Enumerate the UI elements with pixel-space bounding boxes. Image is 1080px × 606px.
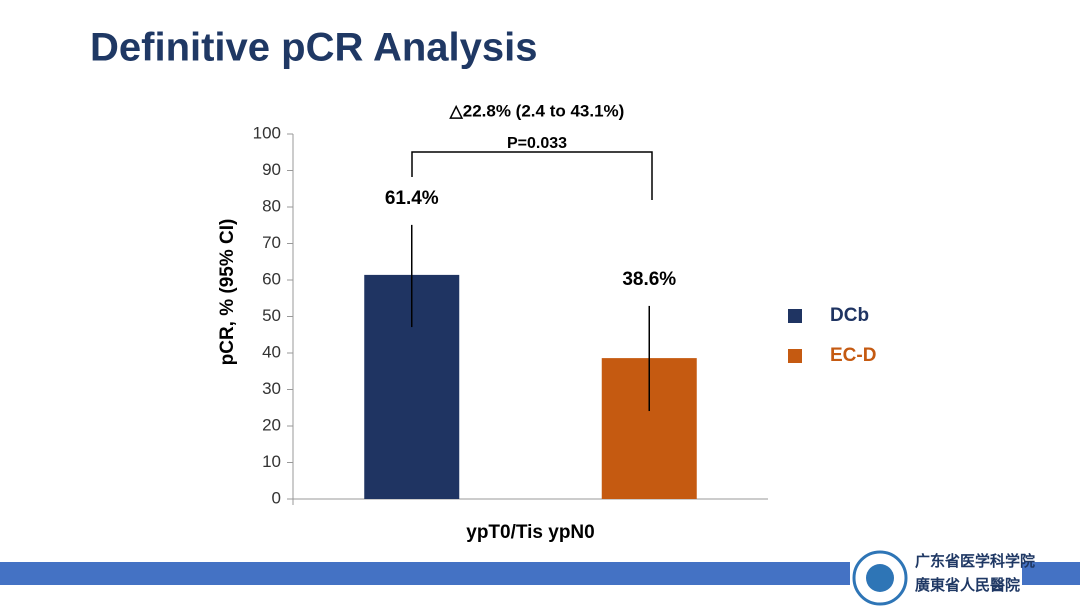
y-tick-label: 30 [262,379,281,398]
y-tick-label: 90 [262,160,281,179]
value-label: 38.6% [622,269,676,290]
value-label: 61.4% [385,188,439,209]
y-tick-label: 70 [262,233,281,252]
legend-label: DCb [830,305,869,326]
logo-text: 广东省医学科学院 [915,552,1035,570]
footer-band [1022,562,1080,585]
legend-swatch [788,349,802,363]
logo-mark [866,564,894,592]
legend-swatch [788,309,802,323]
x-tick-label: ypT0/Tis ypN0 [466,522,594,543]
y-axis-label: pCR, % (95% CI) [217,219,238,366]
y-tick-label: 100 [253,123,281,142]
logo-text: 廣東省人民醫院 [915,576,1020,594]
p-value: P=0.033 [507,135,567,152]
y-tick-label: 20 [262,415,281,434]
y-tick-label: 80 [262,196,281,215]
y-tick-label: 0 [272,488,281,507]
y-tick-label: 40 [262,342,281,361]
y-tick-label: 60 [262,269,281,288]
legend-label: EC-D [830,345,876,366]
annotation: △22.8% (2.4 to 43.1%) [449,101,625,120]
footer-band [0,562,850,585]
slide-title: Definitive pCR Analysis [90,26,538,70]
y-tick-label: 50 [262,306,281,325]
comparison-bracket [411,151,653,200]
y-tick-label: 10 [262,452,281,471]
